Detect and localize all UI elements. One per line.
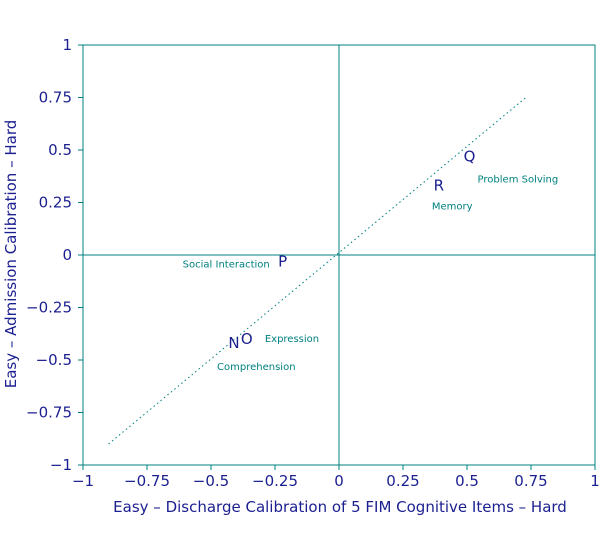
point-label-o: Expression xyxy=(265,334,319,345)
x-tick-label: 0.25 xyxy=(386,472,419,490)
x-tick-label: 0.75 xyxy=(514,472,547,490)
y-tick-label: 0.75 xyxy=(39,89,72,107)
point-label-r: Memory xyxy=(432,202,473,213)
y-axis-title: Easy – Admission Calibration – Hard xyxy=(2,120,20,389)
x-tick-label: −0.5 xyxy=(193,472,229,490)
point-label-q: Problem Solving xyxy=(478,174,559,185)
y-tick-labels: −1 −0.75 −0.5 −0.25 0 0.25 0.5 0.75 1 xyxy=(26,36,72,474)
x-axis-title: Easy – Discharge Calibration of 5 FIM Co… xyxy=(113,498,567,516)
y-tick-label: −0.5 xyxy=(36,351,72,369)
point-marker-r: R xyxy=(434,177,444,195)
x-tick-labels: −1 −0.75 −0.5 −0.25 0 0.25 0.5 0.75 1 xyxy=(72,472,600,490)
x-tick-label: 1 xyxy=(590,472,600,490)
identity-reference-line xyxy=(108,97,527,445)
y-tick-label: 0 xyxy=(62,246,72,264)
x-tick-label: −1 xyxy=(72,472,94,490)
plot-frame xyxy=(78,44,596,470)
point-marker-n: N xyxy=(228,334,239,352)
y-tick-label: 0.25 xyxy=(39,194,72,212)
x-tick-label: 0.5 xyxy=(455,472,479,490)
point-marker-q: Q xyxy=(464,147,476,165)
y-tick-label: −0.75 xyxy=(26,404,72,422)
y-tick-label: −1 xyxy=(50,456,72,474)
y-tick-label: 1 xyxy=(62,36,72,54)
x-tick-label: −0.25 xyxy=(252,472,298,490)
x-tick-label: 0 xyxy=(334,472,344,490)
point-label-n: Comprehension xyxy=(217,362,296,373)
y-tick-label: 0.5 xyxy=(48,141,72,159)
data-points: N Comprehension O Expression P Social Interac… xyxy=(183,147,559,373)
point-marker-o: O xyxy=(241,330,253,348)
point-marker-p: P xyxy=(278,252,287,270)
reference-line xyxy=(108,97,527,445)
x-tick-label: −0.75 xyxy=(124,472,170,490)
point-label-p: Social Interaction xyxy=(183,259,270,270)
y-tick-label: −0.25 xyxy=(26,299,72,317)
